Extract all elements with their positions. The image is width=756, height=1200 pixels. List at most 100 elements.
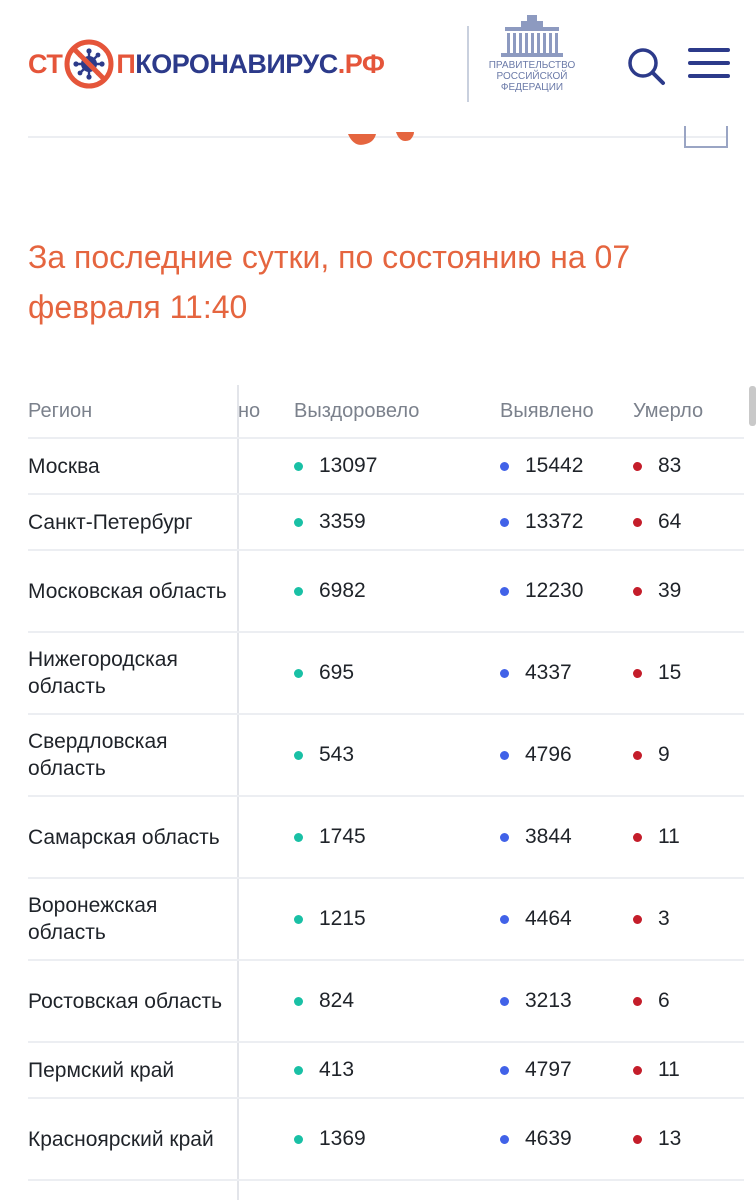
found-value: 4796 bbox=[525, 743, 572, 766]
found-cell: 4797 bbox=[500, 1058, 633, 1082]
died-value: 15 bbox=[658, 661, 682, 684]
government-caption: ПРАВИТЕЛЬСТВО РОССИЙСКОЙ ФЕДЕРАЦИИ bbox=[484, 60, 580, 93]
died-value: 9 bbox=[658, 743, 670, 766]
region-name: Красноярский край bbox=[28, 1127, 214, 1151]
found-dot-icon bbox=[500, 1134, 509, 1144]
stats-table: Регион но Выздоровело Выявлено Умерло Мо… bbox=[28, 385, 744, 1181]
died-dot-icon bbox=[633, 517, 642, 527]
died-cell: 9 bbox=[633, 743, 733, 767]
gov-line-2: РОССИЙСКОЙ bbox=[496, 71, 568, 82]
died-cell: 11 bbox=[633, 1058, 733, 1082]
map-control-button[interactable] bbox=[684, 126, 728, 148]
found-cell: 3844 bbox=[500, 825, 633, 849]
found-cell: 4796 bbox=[500, 743, 633, 767]
found-cell: 4337 bbox=[500, 661, 633, 685]
table-row: Пермский край 413 4797 11 bbox=[28, 1043, 744, 1099]
recovered-cell: 543 bbox=[294, 743, 500, 767]
region-name: Москва bbox=[28, 454, 100, 478]
died-dot-icon bbox=[633, 1065, 642, 1075]
map-fragment-icon bbox=[348, 132, 414, 145]
menu-button[interactable] bbox=[688, 48, 730, 82]
recovered-cell: 1745 bbox=[294, 825, 500, 849]
site-logo[interactable]: СТ П КОРОНАВИРУС .РФ bbox=[28, 38, 385, 90]
found-dot-icon bbox=[500, 914, 509, 924]
logo-text-part1: СТ bbox=[28, 48, 63, 79]
table-row: Воронежская область 1215 4464 3 bbox=[28, 879, 744, 961]
recovered-cell: 695 bbox=[294, 661, 500, 685]
found-dot-icon bbox=[500, 750, 509, 760]
found-value: 15442 bbox=[525, 454, 584, 477]
recovered-value: 413 bbox=[319, 1058, 355, 1081]
horizontal-scrollbar[interactable] bbox=[749, 386, 756, 426]
section-divider bbox=[28, 136, 726, 138]
died-value: 13 bbox=[658, 1127, 682, 1150]
died-cell: 15 bbox=[633, 661, 733, 685]
died-dot-icon bbox=[633, 586, 642, 596]
found-value: 3213 bbox=[525, 989, 572, 1012]
found-value: 4797 bbox=[525, 1058, 572, 1081]
died-cell: 64 bbox=[633, 510, 733, 534]
found-cell: 3213 bbox=[500, 989, 633, 1013]
found-cell: 13372 bbox=[500, 510, 633, 534]
found-dot-icon bbox=[500, 461, 509, 471]
died-cell: 83 bbox=[633, 454, 733, 478]
recovered-cell: 1215 bbox=[294, 907, 500, 931]
header-found[interactable]: Выявлено bbox=[500, 399, 594, 422]
recovered-value: 824 bbox=[319, 989, 355, 1012]
region-name: Ростовская область bbox=[28, 989, 223, 1013]
recovered-value: 3359 bbox=[319, 510, 366, 533]
died-cell: 3 bbox=[633, 907, 733, 931]
table-row: Москва 13097 15442 83 bbox=[28, 439, 744, 495]
recovered-dot-icon bbox=[294, 832, 303, 842]
found-cell: 4464 bbox=[500, 907, 633, 931]
recovered-dot-icon bbox=[294, 750, 303, 760]
recovered-dot-icon bbox=[294, 1065, 303, 1075]
region-name: Самарская область bbox=[28, 825, 220, 849]
search-icon bbox=[628, 48, 665, 85]
died-value: 11 bbox=[658, 825, 680, 848]
recovered-cell: 13097 bbox=[294, 454, 500, 478]
died-dot-icon bbox=[633, 461, 642, 471]
recovered-dot-icon bbox=[294, 914, 303, 924]
recovered-cell: 824 bbox=[294, 989, 500, 1013]
virus-icon bbox=[64, 39, 114, 89]
region-name: Нижегородская область bbox=[28, 648, 178, 698]
header-region[interactable]: Регион bbox=[28, 399, 93, 422]
died-dot-icon bbox=[633, 1134, 642, 1144]
died-dot-icon bbox=[633, 668, 642, 678]
died-value: 3 bbox=[658, 907, 670, 930]
government-logo[interactable]: ПРАВИТЕЛЬСТВО РОССИЙСКОЙ ФЕДЕРАЦИИ bbox=[484, 14, 580, 104]
found-cell: 12230 bbox=[500, 579, 633, 603]
table-row: Санкт-Петербург 3359 13372 64 bbox=[28, 495, 744, 551]
table-row: Нижегородская область 695 4337 15 bbox=[28, 633, 744, 715]
found-value: 4464 bbox=[525, 907, 572, 930]
recovered-cell: 3359 bbox=[294, 510, 500, 534]
gov-line-1: ПРАВИТЕЛЬСТВО bbox=[488, 60, 576, 71]
died-value: 6 bbox=[658, 989, 670, 1012]
found-value: 4639 bbox=[525, 1127, 572, 1150]
found-value: 4337 bbox=[525, 661, 572, 684]
died-cell: 6 bbox=[633, 989, 733, 1013]
recovered-value: 13097 bbox=[319, 454, 378, 477]
died-cell: 13 bbox=[633, 1127, 733, 1151]
found-value: 13372 bbox=[525, 510, 584, 533]
region-name: Санкт-Петербург bbox=[28, 510, 193, 534]
recovered-dot-icon bbox=[294, 586, 303, 596]
recovered-value: 695 bbox=[319, 661, 355, 684]
recovered-dot-icon bbox=[294, 1134, 303, 1144]
header-recovered[interactable]: Выздоровело bbox=[294, 399, 420, 422]
recovered-value: 6982 bbox=[319, 579, 366, 602]
found-value: 12230 bbox=[525, 579, 584, 602]
died-value: 11 bbox=[658, 1058, 680, 1081]
table-header-row: Регион но Выздоровело Выявлено Умерло bbox=[28, 385, 744, 439]
found-dot-icon bbox=[500, 668, 509, 678]
header-died[interactable]: Умерло bbox=[633, 399, 704, 422]
found-value: 3844 bbox=[525, 825, 572, 848]
search-button[interactable] bbox=[626, 46, 666, 86]
logo-text-part2: П bbox=[116, 48, 136, 79]
logo-text-part3: КОРОНАВИРУС bbox=[135, 48, 338, 79]
logo-text-part4: .РФ bbox=[337, 48, 385, 79]
header-hidden-column[interactable]: но bbox=[238, 399, 261, 422]
found-cell: 15442 bbox=[500, 454, 633, 478]
recovered-value: 543 bbox=[319, 743, 355, 766]
